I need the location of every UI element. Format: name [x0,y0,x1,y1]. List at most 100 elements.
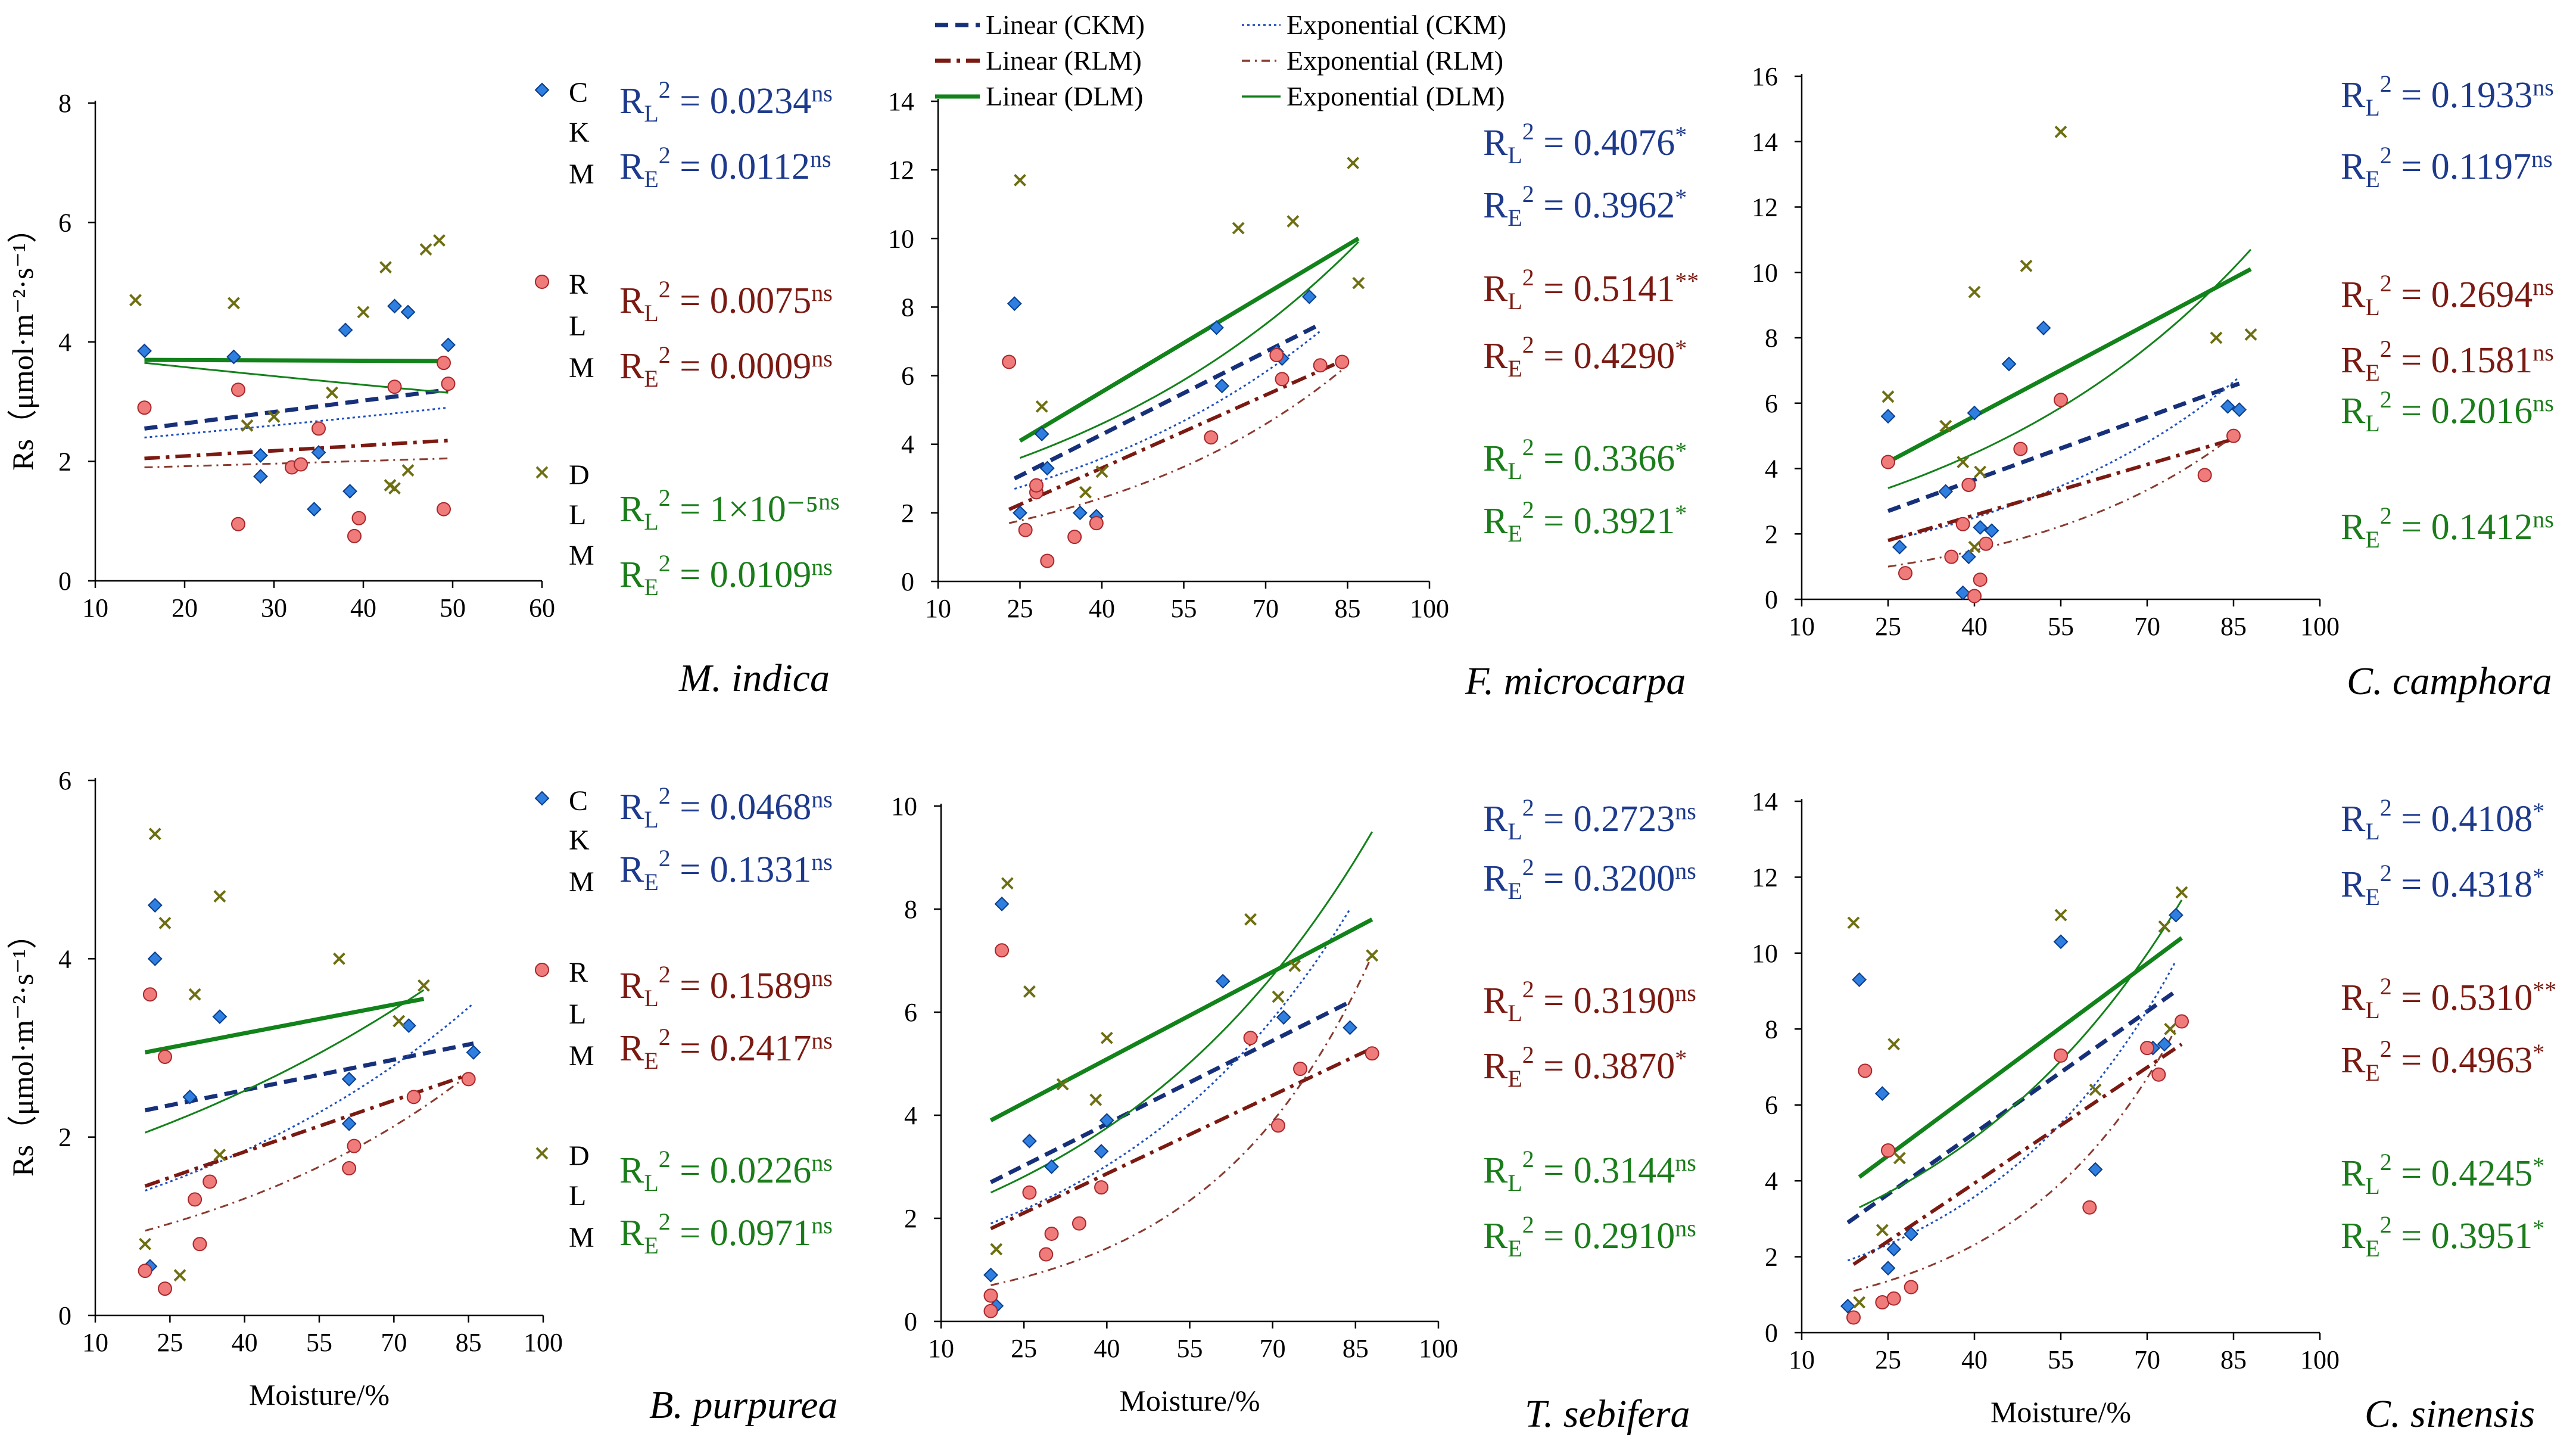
x-tick-label: 25 [1011,1334,1037,1363]
y-tick-label: 2 [1765,519,1778,549]
y-axis-label: Rs（μmol·m⁻²·s⁻¹） [6,919,39,1177]
rlm-point [461,1072,476,1087]
significance: ns [2533,273,2554,300]
rlm-point [1275,372,1289,387]
rlm-point [1089,516,1104,531]
r-subscript: L [1507,1169,1522,1196]
legend-label: Linear (DLM) [986,81,1143,111]
y-tick-label: 12 [888,155,914,185]
y-tick-label: 8 [1765,1015,1778,1044]
r-symbol: R [619,787,644,827]
r-symbol: R [1483,501,1508,542]
significance: ns [1675,857,1696,884]
fit-lines [1008,237,1360,524]
dlm-point [2175,886,2188,899]
r-squared-value: = 0.1589 [671,966,811,1006]
rlm-point [1961,477,1976,492]
r-squared-ckm: RL2 = 0.2723ns [1483,794,1696,845]
ckm-point [441,337,456,353]
group-letter: M [569,1040,594,1072]
x-tick-label: 10 [82,1328,108,1357]
ckm-point [307,502,322,517]
x-tick-label: 10 [928,1334,954,1363]
data-points [1840,886,2189,1325]
r-squared-ckm: RL2 = 0.4076* [1483,118,1687,169]
significance: ns [811,345,833,372]
r-squared-value: = 0.0234 [671,81,811,122]
r-squared-value: = 0.2723 [1534,799,1675,839]
significance: ns [1675,1215,1696,1242]
rlm-point [294,457,308,472]
ckm-point [226,349,241,365]
dlm-point [2244,328,2257,341]
legend-item: Linear (CKM) [935,10,1145,40]
dlm-point [1232,222,1245,235]
r-squared-ckm: RE2 = 0.1331ns [619,845,833,895]
ckm-point [1072,505,1088,521]
squared: 2 [1522,794,1534,821]
r-subscript: E [1507,878,1522,904]
dlm-point [2054,125,2067,138]
rlm-point [1002,354,1017,369]
dlm-exponential-fit [990,831,1373,1194]
ckm-point [2232,402,2247,418]
rlm-linear-fit [1852,1043,2183,1266]
ckm-point [2088,1162,2103,1177]
rlm-point [1858,1063,1873,1078]
significance: * [2533,798,2544,825]
significance: ns [2533,390,2554,416]
y-tick-label: 2 [901,499,914,528]
r-squared-value: = 0.2694 [2392,275,2533,315]
dlm-point [1366,949,1379,962]
x-tick-label: 20 [172,593,198,623]
squared: 2 [2380,70,2392,97]
ckm-exponential-fit [1887,376,2240,542]
r-squared-value: = 0.4245 [2392,1153,2533,1194]
significance: * [1675,184,1687,211]
rlm-point [2082,1200,2097,1215]
rlm-point [441,377,456,391]
dlm-point [1100,1031,1113,1044]
y-tick-label: 6 [904,998,917,1027]
r-subscript: E [2365,1235,2379,1262]
y-tick-label: 8 [904,895,917,924]
rlm-point [1293,1062,1308,1077]
r-symbol: R [2341,391,2366,431]
r-squared-value: = 0.1331 [671,850,811,890]
rlm-point [1029,478,1044,493]
r-subscript: E [644,574,658,601]
r-subscript: E [644,1047,658,1074]
rlm-point [2175,1014,2189,1029]
y-tick-label: 10 [1752,939,1778,968]
r-symbol: R [2341,1216,2366,1256]
r-symbol: R [619,281,644,321]
r-squared-ckm: RL2 = 0.1933ns [2341,70,2554,121]
ckm-point [147,898,163,913]
rlm-exponential-fit [1887,435,2234,568]
dlm-point [241,419,254,432]
dlm-point [401,464,415,477]
group-letter: R [569,269,588,300]
data-points [138,827,481,1296]
group-letter: D [569,459,590,491]
r-subscript: L [1507,142,1522,169]
legend-label: Exponential (DLM) [1287,81,1505,111]
ckm-point [1892,539,1907,555]
squared: 2 [2380,1035,2392,1062]
r-subscript: E [2365,526,2379,553]
x-tick-label: 25 [157,1328,183,1357]
dlm-exponential-fit [145,989,425,1134]
squared: 2 [1522,1041,1534,1068]
species-label: C. sinensis [2365,1392,2535,1436]
squared: 2 [2380,794,2392,821]
dlm-point [1014,173,1026,186]
x-tick-label: 10 [925,594,951,623]
significance: ns [811,1027,833,1054]
r-subscript: E [644,1232,658,1259]
y-tick-label: 4 [58,328,71,357]
squared: 2 [1522,1211,1534,1238]
r-symbol: R [2341,275,2366,315]
rlm-point [2140,1041,2154,1056]
r-squared-dlm: RE2 = 0.0109ns [619,550,833,601]
